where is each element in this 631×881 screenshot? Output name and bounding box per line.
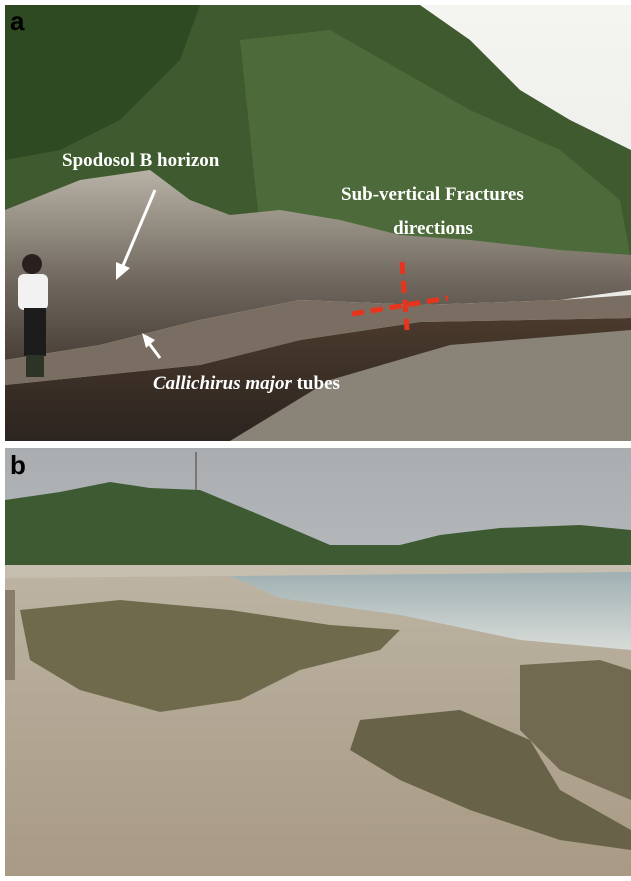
- annotation: Sub-vertical Fractures: [341, 184, 524, 205]
- panel-a: a Spodosol B horizon Sub-vertical Fractu…: [5, 5, 631, 441]
- forest-light: [240, 30, 631, 260]
- rock-platform: [350, 710, 631, 850]
- fracture-line: [399, 261, 410, 331]
- person: [5, 590, 15, 680]
- beach: [5, 295, 631, 385]
- person: [18, 254, 48, 377]
- annotation-italic: Callichirus major: [153, 373, 292, 394]
- annotation-text: tubes: [297, 373, 340, 394]
- panel-label: b: [10, 450, 26, 480]
- sea: [230, 572, 631, 650]
- arrowhead: [116, 262, 130, 280]
- wet-sand: [230, 330, 631, 441]
- arrow: [120, 189, 157, 269]
- panel-b: b: [5, 448, 631, 876]
- hills: [5, 482, 631, 578]
- arrow: [146, 341, 162, 359]
- annotation: directions: [393, 218, 473, 239]
- arrowhead: [142, 333, 155, 348]
- cliff: [5, 170, 631, 360]
- rock-platform: [20, 600, 400, 712]
- forest-dark: [5, 5, 200, 160]
- annotation: Callichirus major tubes: [153, 373, 340, 394]
- annotation: Spodosol B horizon: [62, 150, 220, 171]
- panel-label: a: [10, 6, 25, 36]
- rock-platform: [520, 660, 631, 800]
- fracture-line: [351, 295, 449, 317]
